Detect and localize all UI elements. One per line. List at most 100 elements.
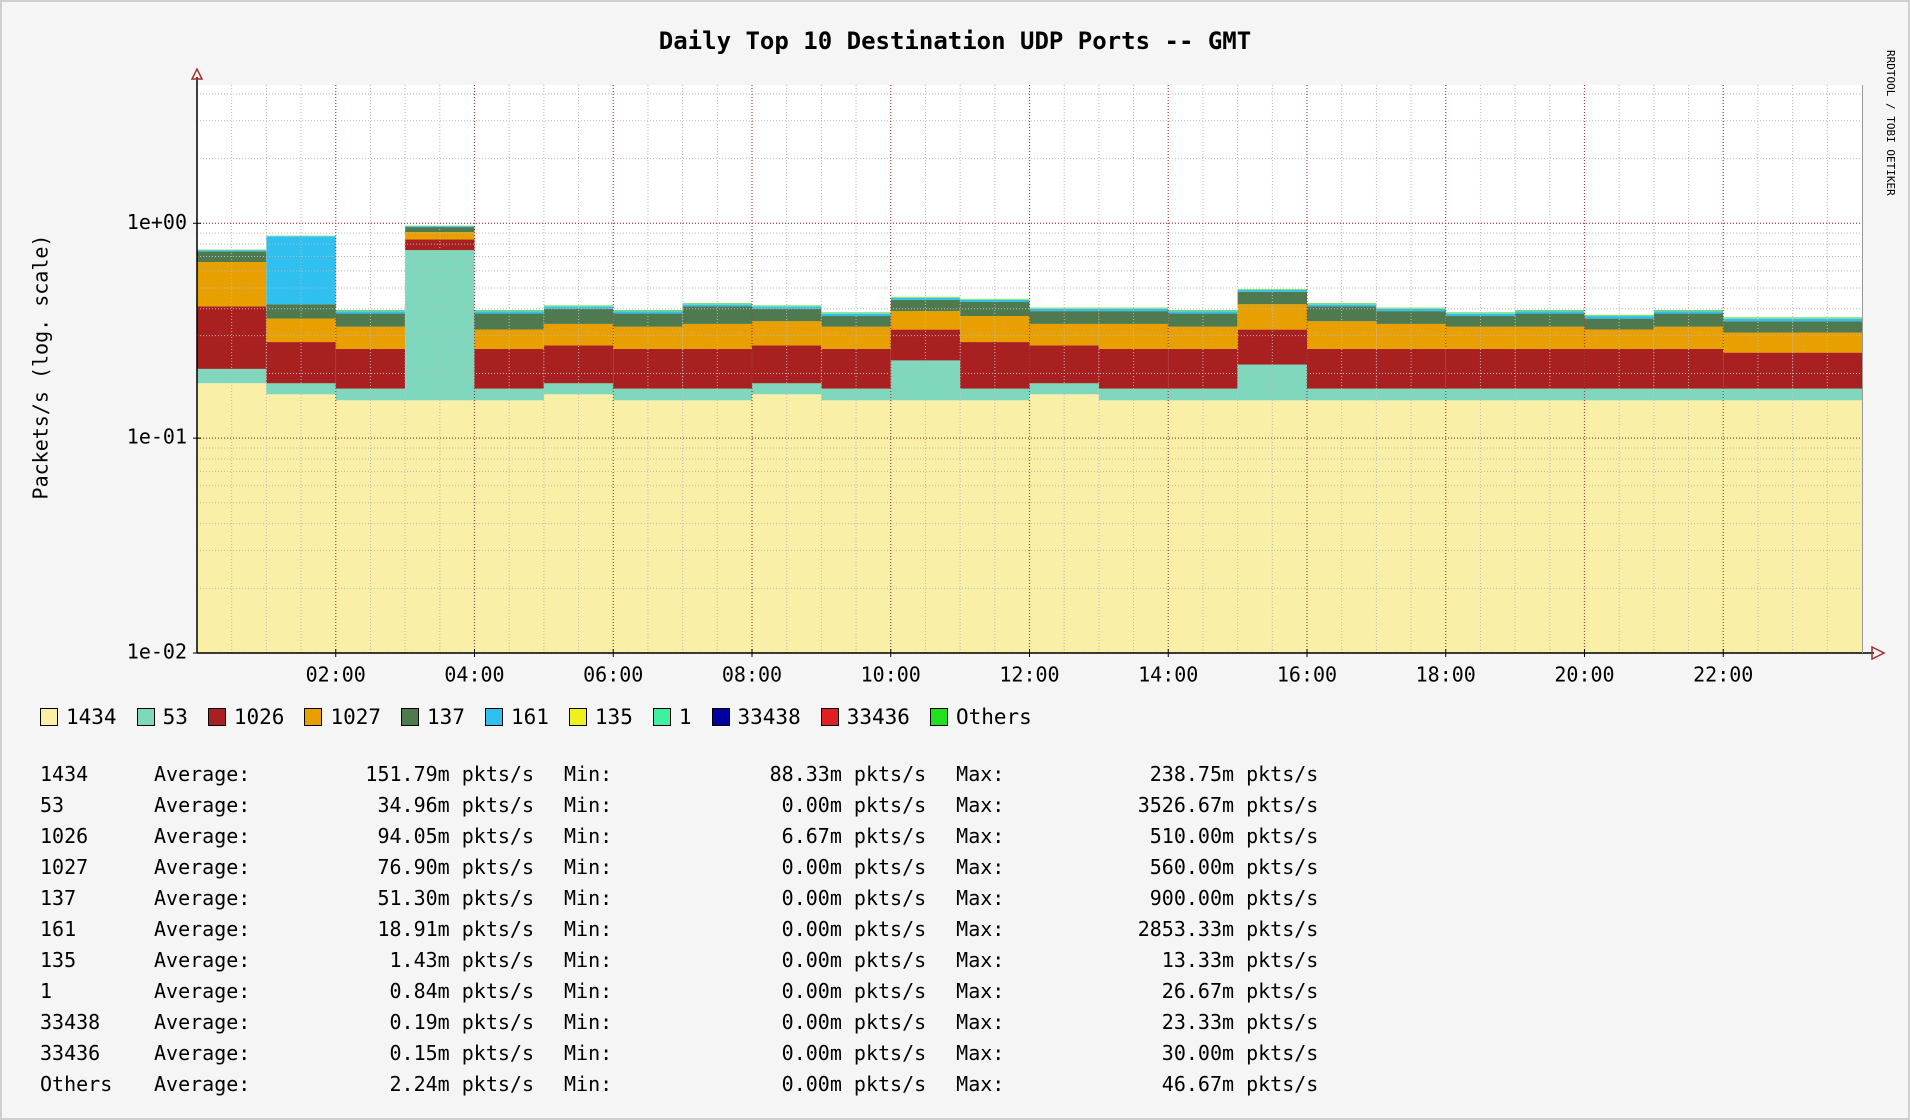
legend-label: 161 bbox=[510, 705, 549, 729]
bar-segment bbox=[197, 262, 267, 307]
bar-segment bbox=[1445, 316, 1516, 327]
bar-segment bbox=[1515, 311, 1585, 314]
x-tick-label: 18:00 bbox=[1416, 663, 1476, 687]
x-tick-label: 10:00 bbox=[861, 663, 921, 687]
bar-segment bbox=[682, 306, 752, 324]
bar-segment bbox=[1723, 332, 1793, 353]
spacer bbox=[926, 851, 956, 882]
stats-min: 0.00m pkts/s bbox=[781, 916, 927, 941]
stats-min: 0.00m pkts/s bbox=[781, 978, 927, 1003]
bar-segment bbox=[1237, 291, 1307, 305]
stats-max: 2853.33m pkts/s bbox=[1137, 916, 1319, 941]
stats-average: 94.05m pkts/s bbox=[377, 823, 534, 848]
stats-max: 900.00m pkts/s bbox=[1149, 885, 1319, 910]
legend-swatch bbox=[652, 708, 671, 726]
legend-item: 1 bbox=[652, 705, 692, 729]
stats-max: 13.33m pkts/s bbox=[1161, 947, 1319, 972]
x-tick-label: 08:00 bbox=[722, 663, 782, 687]
spacer bbox=[926, 820, 956, 851]
legend-label: 1434 bbox=[66, 705, 117, 729]
x-tick-label: 02:00 bbox=[306, 663, 366, 687]
stats-label: Max: bbox=[956, 916, 1005, 941]
stats-label: Average: bbox=[154, 761, 251, 786]
y-axis-arrow bbox=[190, 67, 204, 80]
spacer bbox=[534, 820, 564, 851]
bar-segment bbox=[1792, 332, 1862, 353]
stats-table: 1434 Average: 151.79m pkts/s Min: 88.33m pkt… bbox=[40, 758, 1318, 1099]
stats-max: 3526.67m pkts/s bbox=[1137, 792, 1319, 817]
spacer bbox=[534, 851, 564, 882]
bar-segment bbox=[266, 304, 336, 319]
legend-label: 1 bbox=[678, 705, 692, 729]
legend-label: 1027 bbox=[330, 705, 382, 729]
legend-label: 33436 bbox=[846, 705, 910, 729]
stats-name: 1026 bbox=[40, 823, 89, 848]
chart-title: Daily Top 10 Destination UDP Ports -- GM… bbox=[659, 27, 1251, 55]
bar-segment bbox=[752, 308, 822, 322]
stats-row: 137 Average: 51.30m pkts/s Min: 0.00m pkts/s… bbox=[40, 882, 1318, 913]
stats-min: 0.00m pkts/s bbox=[781, 792, 927, 817]
stats-average: 0.19m pkts/s bbox=[389, 1009, 535, 1034]
stats-label: Average: bbox=[154, 792, 251, 817]
bar-segment bbox=[613, 313, 683, 327]
spacer bbox=[534, 882, 564, 913]
legend-label: 1026 bbox=[233, 705, 285, 729]
stats-name: 1027 bbox=[40, 854, 89, 879]
bar-segment bbox=[1237, 289, 1307, 292]
stats-max: 46.67m pkts/s bbox=[1161, 1071, 1319, 1096]
bar-segment bbox=[1029, 308, 1099, 312]
bar-segment bbox=[1584, 318, 1654, 330]
stats-label: Max: bbox=[956, 792, 1005, 817]
bar-segment bbox=[197, 383, 267, 653]
stats-row: 161 Average: 18.91m pkts/s Min: 0.00m pkts/s… bbox=[40, 913, 1318, 944]
bar-segment bbox=[1723, 317, 1793, 318]
legend-swatch bbox=[304, 708, 323, 726]
spacer bbox=[534, 758, 564, 789]
bars bbox=[197, 225, 1862, 653]
stats-label: Min: bbox=[564, 1071, 613, 1096]
legend-item: 135 bbox=[568, 705, 633, 729]
stats-max: 560.00m pkts/s bbox=[1149, 854, 1319, 879]
stats-label: Max: bbox=[956, 885, 1005, 910]
x-tick-label: 16:00 bbox=[1277, 663, 1337, 687]
stats-label: Max: bbox=[956, 1071, 1005, 1096]
stats-row: 33436 Average: 0.15m pkts/s Min: 0.00m pkts/… bbox=[40, 1037, 1318, 1068]
stats-label: Average: bbox=[154, 854, 251, 879]
stats-label: Min: bbox=[564, 854, 613, 879]
x-tick-label: 04:00 bbox=[444, 663, 504, 687]
x-tick-label: 22:00 bbox=[1693, 663, 1753, 687]
spacer bbox=[926, 1037, 956, 1068]
stats-label: Max: bbox=[956, 1040, 1005, 1065]
stats-min: 6.67m pkts/s bbox=[781, 823, 927, 848]
stats-min: 0.00m pkts/s bbox=[781, 947, 927, 972]
bar-segment bbox=[266, 342, 336, 384]
spacer bbox=[534, 1037, 564, 1068]
stats-row: 1 Average: 0.84m pkts/s Min: 0.00m pkts/s Max… bbox=[40, 975, 1318, 1006]
stats-name: 53 bbox=[40, 792, 65, 817]
stats-max: 238.75m pkts/s bbox=[1149, 761, 1319, 786]
spacer bbox=[926, 758, 956, 789]
stats-name: Others bbox=[40, 1071, 113, 1096]
stats-label: Min: bbox=[564, 885, 613, 910]
stats-row: Others Average: 2.24m pkts/s Min: 0.00m pkts… bbox=[40, 1068, 1318, 1099]
stats-label: Min: bbox=[564, 916, 613, 941]
x-tick-label: 06:00 bbox=[583, 663, 643, 687]
stats-average: 18.91m pkts/s bbox=[377, 916, 534, 941]
bar-segment bbox=[1307, 304, 1377, 307]
legend-swatch bbox=[136, 708, 155, 726]
stats-label: Average: bbox=[154, 978, 251, 1003]
stats-name: 1434 bbox=[40, 761, 89, 786]
legend-swatch bbox=[484, 708, 503, 726]
bar-segment bbox=[1653, 311, 1724, 314]
stats-label: Max: bbox=[956, 947, 1005, 972]
stats-label: Min: bbox=[564, 1009, 613, 1034]
y-axis-label: Packets/s (log. scale) bbox=[29, 235, 53, 500]
side-text: RRDTOOL / TOBI OETIKER bbox=[1884, 50, 1897, 196]
legend: 1434 53 1026 1027 137 161 135 1 33438 33436 Others bbox=[40, 705, 1052, 729]
stats-name: 1 bbox=[40, 978, 53, 1003]
stats-max: 30.00m pkts/s bbox=[1161, 1040, 1319, 1065]
stats-row: 1434 Average: 151.79m pkts/s Min: 88.33m pkt… bbox=[40, 758, 1318, 789]
stats-label: Max: bbox=[956, 1009, 1005, 1034]
legend-swatch bbox=[711, 708, 730, 726]
